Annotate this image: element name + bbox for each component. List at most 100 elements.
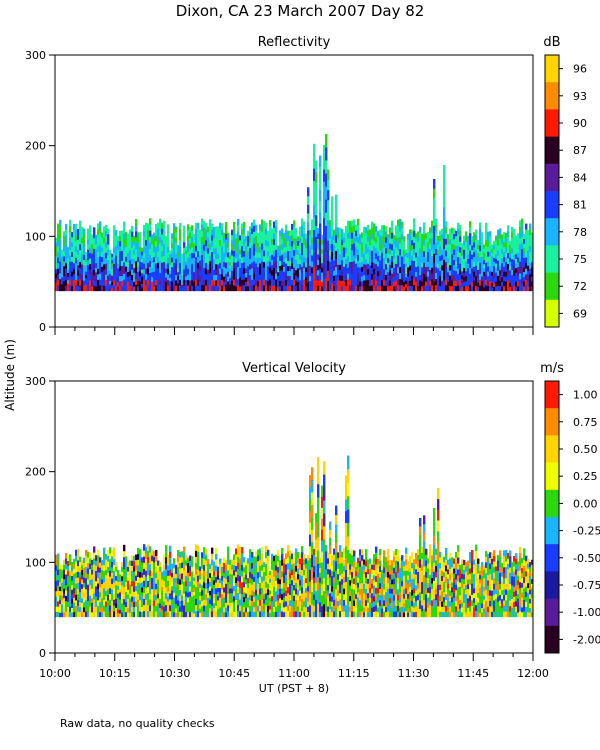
data-cell bbox=[415, 271, 418, 277]
data-cell bbox=[279, 607, 282, 613]
data-cell bbox=[175, 612, 178, 618]
data-cell bbox=[129, 249, 132, 256]
data-cell bbox=[201, 254, 204, 262]
data-cell bbox=[85, 268, 88, 272]
data-cell bbox=[55, 264, 58, 270]
data-cell bbox=[481, 256, 484, 262]
data-cell bbox=[119, 270, 122, 277]
data-cell bbox=[233, 267, 236, 274]
data-cell bbox=[339, 592, 342, 600]
data-cell bbox=[319, 155, 322, 168]
data-cell bbox=[405, 256, 408, 260]
data-cell bbox=[485, 245, 488, 252]
data-cell bbox=[233, 256, 236, 263]
data-cell bbox=[479, 262, 482, 269]
data-cell bbox=[223, 582, 226, 588]
data-cell bbox=[515, 244, 518, 250]
data-cell bbox=[83, 557, 86, 564]
data-cell bbox=[457, 262, 460, 269]
data-cell bbox=[93, 232, 96, 239]
data-cell bbox=[253, 249, 256, 256]
data-cell bbox=[435, 260, 438, 268]
data-cell bbox=[417, 241, 420, 247]
data-cell bbox=[453, 264, 456, 271]
data-cell bbox=[129, 239, 132, 246]
data-cell bbox=[199, 229, 202, 236]
data-cell bbox=[233, 250, 236, 257]
data-cell bbox=[457, 222, 460, 229]
data-cell bbox=[165, 258, 168, 264]
data-cell bbox=[371, 597, 374, 603]
data-cell bbox=[137, 610, 140, 618]
data-cell bbox=[327, 209, 330, 221]
data-cell bbox=[75, 577, 78, 584]
data-cell bbox=[165, 562, 168, 570]
data-cell bbox=[435, 266, 438, 274]
data-cell bbox=[167, 565, 170, 571]
data-cell bbox=[253, 581, 256, 587]
data-cell bbox=[97, 257, 100, 264]
data-cell bbox=[185, 565, 188, 571]
data-cell bbox=[517, 262, 520, 268]
data-cell bbox=[275, 554, 278, 561]
data-cell bbox=[269, 605, 272, 610]
data-cell bbox=[67, 586, 70, 592]
data-cell bbox=[63, 588, 66, 594]
data-cell bbox=[185, 275, 188, 281]
data-cell bbox=[289, 555, 292, 562]
data-cell bbox=[301, 569, 304, 576]
data-cell bbox=[349, 226, 352, 234]
data-cell bbox=[301, 284, 304, 292]
data-cell bbox=[197, 239, 200, 246]
data-cell bbox=[79, 261, 82, 268]
data-cell bbox=[437, 277, 440, 282]
data-cell bbox=[111, 259, 114, 264]
data-cell bbox=[419, 285, 422, 292]
data-cell bbox=[339, 598, 342, 606]
data-cell bbox=[283, 266, 286, 272]
data-cell bbox=[249, 226, 252, 232]
data-cell bbox=[329, 537, 332, 546]
data-cell bbox=[63, 611, 66, 618]
data-cell bbox=[291, 590, 294, 597]
data-cell bbox=[69, 590, 72, 597]
data-cell bbox=[209, 219, 212, 226]
data-cell bbox=[521, 236, 524, 244]
data-cell bbox=[375, 285, 378, 292]
data-cell bbox=[89, 611, 92, 618]
data-cell bbox=[253, 611, 256, 618]
data-cell bbox=[287, 275, 290, 282]
data-cell bbox=[97, 262, 100, 269]
data-cell bbox=[163, 238, 166, 245]
data-cell bbox=[291, 285, 294, 292]
data-cell bbox=[379, 599, 382, 606]
data-cell bbox=[213, 602, 216, 608]
data-cell bbox=[227, 599, 230, 606]
data-cell bbox=[295, 275, 298, 281]
data-cell bbox=[325, 568, 328, 576]
data-cell bbox=[111, 275, 114, 279]
colorbar-label: 72 bbox=[573, 280, 587, 293]
data-cell bbox=[293, 249, 296, 256]
data-cell bbox=[231, 573, 234, 580]
data-cell bbox=[205, 223, 208, 230]
data-cell bbox=[223, 597, 226, 603]
data-cell bbox=[511, 258, 514, 265]
data-cell bbox=[211, 564, 214, 572]
data-cell bbox=[151, 253, 154, 259]
data-cell bbox=[255, 556, 258, 563]
data-cell bbox=[83, 233, 86, 240]
data-cell bbox=[217, 264, 220, 270]
data-cell bbox=[99, 238, 102, 245]
data-cell bbox=[225, 279, 228, 286]
data-cell bbox=[447, 248, 450, 254]
data-cell bbox=[285, 611, 288, 618]
data-cell bbox=[307, 230, 310, 240]
data-cell bbox=[411, 255, 414, 261]
data-cell bbox=[529, 240, 532, 247]
data-cell bbox=[469, 255, 472, 263]
data-cell bbox=[209, 237, 212, 244]
data-cell bbox=[163, 554, 166, 561]
data-cell bbox=[351, 611, 354, 618]
data-cell bbox=[149, 569, 152, 577]
